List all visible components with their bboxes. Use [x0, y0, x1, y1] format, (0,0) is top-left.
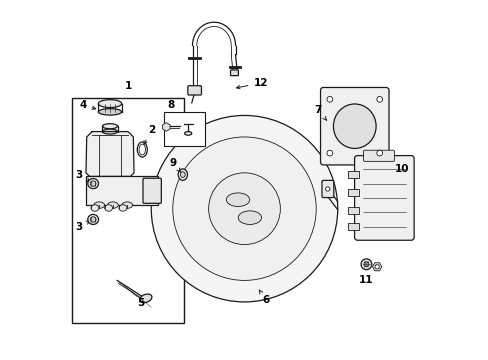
Ellipse shape	[88, 215, 99, 225]
Circle shape	[208, 173, 280, 244]
Bar	[348, 189, 358, 196]
Bar	[348, 207, 358, 214]
FancyBboxPatch shape	[187, 86, 201, 95]
Ellipse shape	[107, 202, 118, 208]
Text: 8: 8	[167, 100, 174, 110]
Circle shape	[172, 137, 316, 280]
Circle shape	[325, 187, 329, 191]
Ellipse shape	[90, 181, 96, 186]
Text: 1: 1	[124, 81, 131, 91]
Text: 7: 7	[314, 105, 326, 120]
Ellipse shape	[91, 205, 99, 211]
Ellipse shape	[184, 132, 191, 135]
Text: 3: 3	[75, 221, 89, 231]
Circle shape	[326, 150, 332, 156]
Bar	[86, 176, 158, 205]
Ellipse shape	[102, 124, 117, 129]
FancyBboxPatch shape	[230, 70, 238, 76]
Ellipse shape	[333, 104, 375, 148]
Text: 5: 5	[137, 298, 144, 308]
Text: 3: 3	[75, 170, 90, 181]
Bar	[348, 171, 358, 178]
Ellipse shape	[238, 211, 261, 225]
Text: 9: 9	[169, 158, 181, 172]
FancyBboxPatch shape	[354, 156, 413, 240]
Circle shape	[376, 96, 382, 102]
Text: 2: 2	[144, 125, 155, 144]
FancyBboxPatch shape	[320, 87, 388, 165]
Ellipse shape	[94, 202, 104, 208]
FancyBboxPatch shape	[142, 178, 161, 203]
Text: 6: 6	[259, 290, 269, 305]
Bar	[163, 112, 204, 146]
Ellipse shape	[180, 172, 185, 177]
Ellipse shape	[98, 100, 122, 108]
Ellipse shape	[122, 202, 132, 208]
Circle shape	[376, 150, 382, 156]
Text: 11: 11	[359, 275, 373, 285]
Ellipse shape	[90, 217, 96, 222]
Ellipse shape	[104, 205, 112, 211]
FancyBboxPatch shape	[363, 150, 394, 161]
Text: 4: 4	[79, 100, 95, 110]
Circle shape	[151, 116, 337, 302]
Ellipse shape	[140, 294, 152, 303]
Circle shape	[326, 96, 332, 102]
Bar	[348, 223, 358, 230]
Polygon shape	[86, 132, 134, 176]
FancyBboxPatch shape	[321, 180, 333, 198]
Ellipse shape	[98, 109, 122, 115]
Circle shape	[374, 265, 379, 269]
Ellipse shape	[178, 169, 187, 180]
Ellipse shape	[226, 193, 249, 207]
Bar	[72, 98, 183, 323]
Ellipse shape	[88, 179, 99, 189]
Ellipse shape	[360, 259, 371, 270]
Ellipse shape	[102, 129, 117, 134]
Ellipse shape	[119, 205, 126, 211]
Ellipse shape	[363, 262, 368, 267]
Text: 10: 10	[394, 164, 409, 174]
Text: 12: 12	[236, 78, 267, 89]
